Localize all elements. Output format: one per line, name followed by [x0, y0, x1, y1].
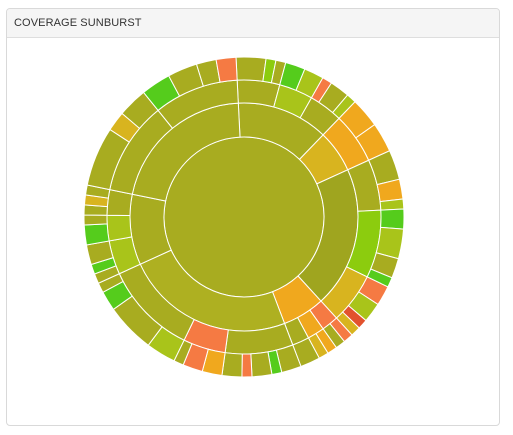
chart-area: [7, 38, 499, 425]
sunburst-root-segment[interactable]: [163, 136, 325, 298]
sunburst-segment-6-1-3[interactable]: [215, 56, 238, 83]
sunburst-segment-0-0[interactable]: [236, 79, 281, 108]
sunburst-segment-4-0-2[interactable]: [250, 351, 273, 378]
sunburst-segment-5-1[interactable]: [106, 214, 133, 242]
sunburst-segment-0-0-0[interactable]: [235, 56, 267, 82]
sunburst-segment-5-1-1[interactable]: [83, 214, 108, 226]
sunburst-segment-5-1-0[interactable]: [83, 223, 110, 246]
sunburst-segment-2-1-0[interactable]: [380, 208, 405, 230]
sunburst-chart: [83, 56, 405, 378]
coverage-sunburst-panel: COVERAGE SUNBURST: [6, 8, 500, 426]
sunburst-segment-4-0-3[interactable]: [241, 353, 253, 378]
panel-title: COVERAGE SUNBURST: [7, 9, 499, 38]
